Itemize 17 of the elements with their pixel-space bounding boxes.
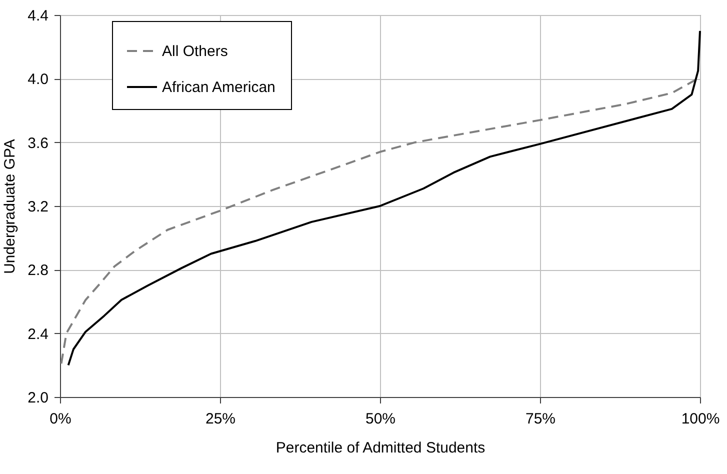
- line-series: [67, 30, 701, 366]
- legend-label: All Others: [162, 43, 228, 60]
- legend-label: African American: [162, 79, 276, 96]
- x-tick-label: 100%: [681, 410, 720, 428]
- y-axis-title: Undergraduate GPA: [2, 139, 19, 274]
- y-tick-label: 3.2: [28, 198, 48, 216]
- y-tick-label: 2.0: [28, 390, 48, 406]
- x-tick-label: 25%: [205, 410, 236, 428]
- x-axis-title: Percentile of Admitted Students: [276, 440, 486, 456]
- y-tick-label: 4.0: [28, 71, 48, 88]
- y-tick-label: 2.8: [28, 262, 48, 280]
- x-tick-label: 0%: [50, 410, 72, 428]
- x-tick-label: 75%: [525, 410, 556, 428]
- y-tick-label: 3.6: [28, 134, 48, 152]
- y-tick-label: 2.4: [28, 326, 48, 343]
- x-tick-label: 50%: [365, 410, 396, 428]
- y-tick-label: 4.4: [28, 8, 48, 24]
